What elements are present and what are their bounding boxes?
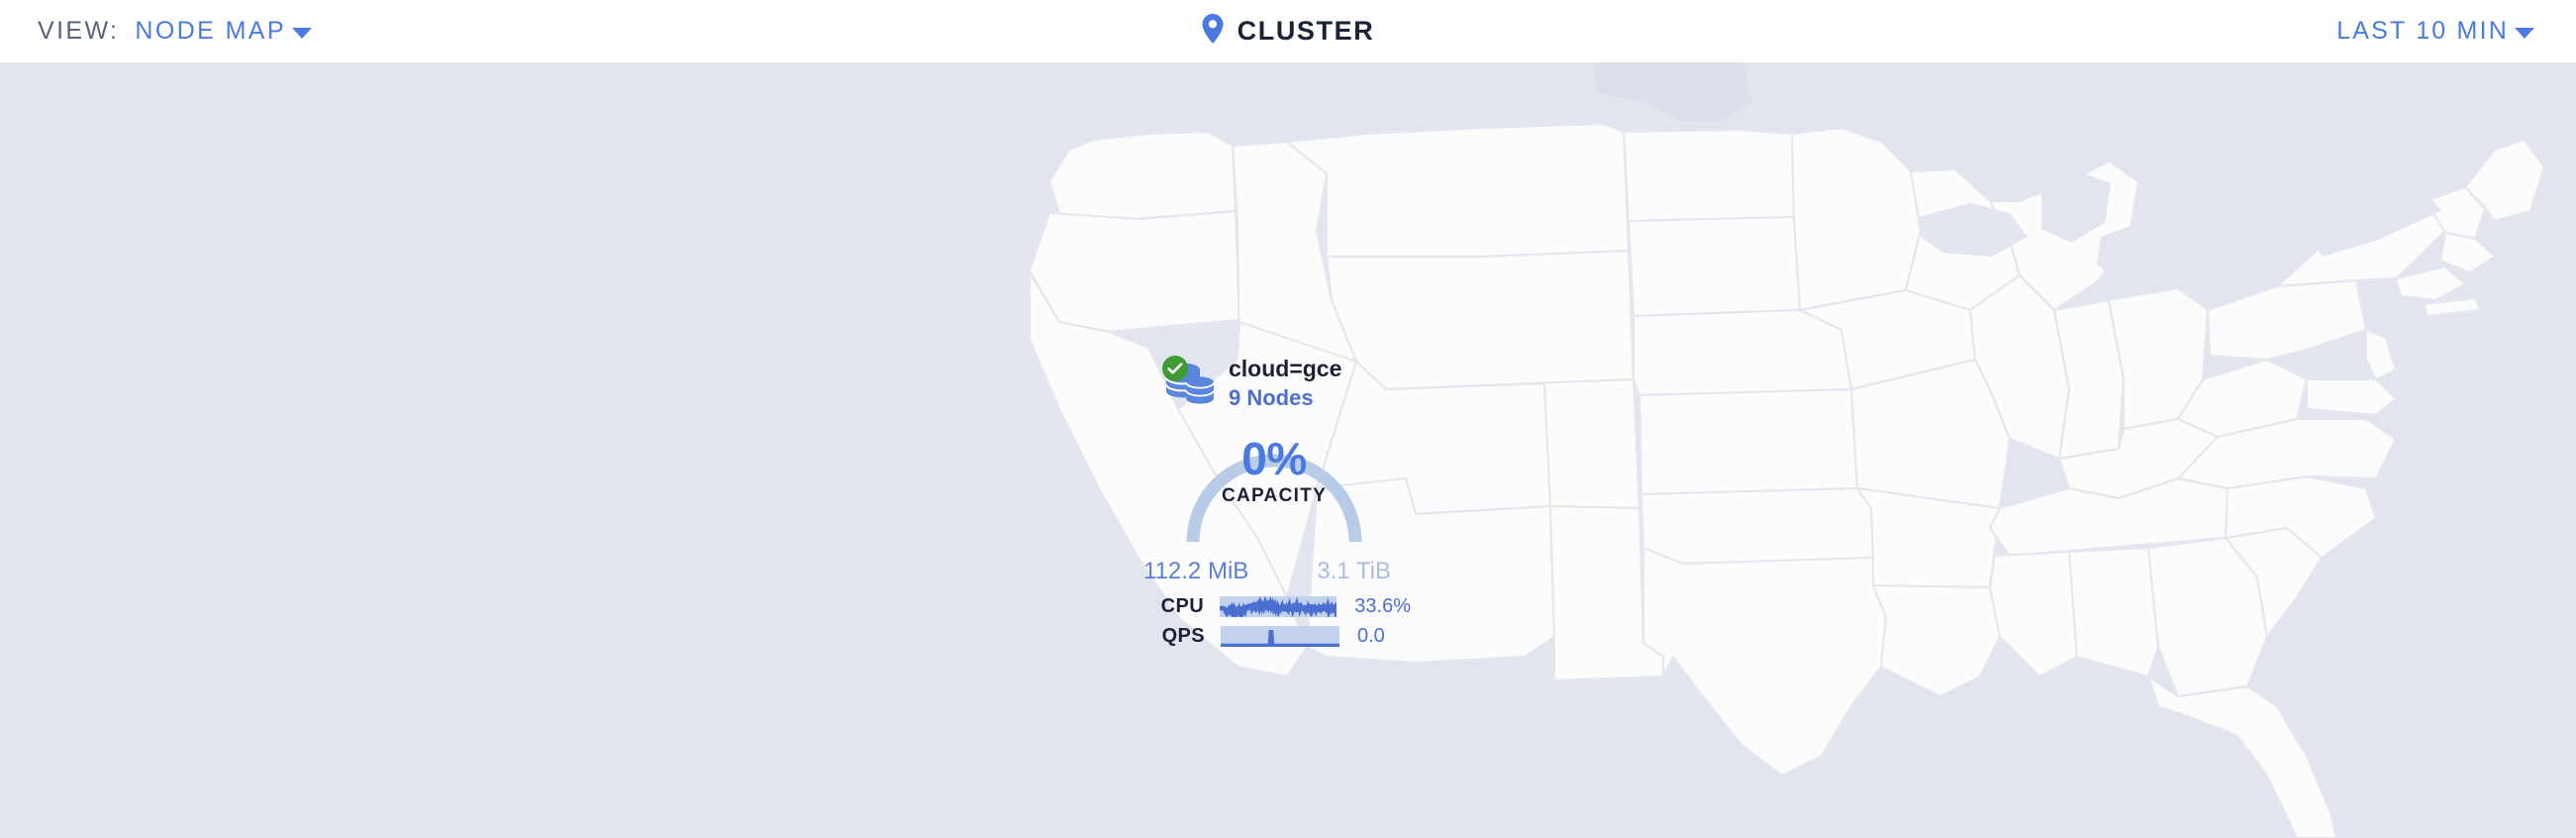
time-range-value: LAST 10 MIN (2336, 17, 2509, 45)
united-states-map (1028, 62, 2546, 838)
node-map-canvas[interactable]: cloud=gce 9 Nodes 0% CAPACITY 112.2 MiB … (0, 62, 2576, 838)
capacity-caption: CAPACITY (1221, 485, 1328, 506)
top-header-bar: VIEW: NODE MAP CLUSTER LAST 10 MIN (0, 0, 2576, 62)
check-circle-icon (1162, 356, 1188, 381)
view-selector[interactable]: VIEW: NODE MAP (38, 17, 312, 46)
chevron-down-icon[interactable] (291, 28, 312, 39)
chevron-down-icon[interactable] (2515, 28, 2534, 39)
node-locality-widget[interactable]: cloud=gce 9 Nodes 0% CAPACITY 112.2 MiB … (1143, 342, 1470, 647)
metric-row[interactable]: CPU 33.6% (1143, 591, 1411, 621)
cpu-sparkline (1220, 595, 1338, 617)
page-title: CLUSTER (1237, 16, 1375, 46)
view-label: VIEW: (38, 17, 120, 45)
node-locality-labels: cloud=gce 9 Nodes (1229, 354, 1341, 412)
cluster-heading: CLUSTER (0, 14, 2576, 49)
node-locality-header[interactable]: cloud=gce 9 Nodes (1143, 342, 1470, 411)
locality-name: cloud=gce (1229, 356, 1342, 381)
metric-label-cpu: CPU (1160, 594, 1205, 617)
capacity-percent: 0% (1241, 433, 1307, 484)
time-range-selector[interactable]: LAST 10 MIN (2336, 17, 2534, 46)
metrics-list: CPU 33.6% QPS 0.0 (1143, 591, 1411, 651)
capacity-used-value: 112.2 MiB (1143, 558, 1249, 584)
view-dropdown[interactable]: NODE MAP (135, 17, 312, 46)
view-selected-value: NODE MAP (135, 17, 286, 45)
capacity-values-row: 112.2 MiB 3.1 TiB (1143, 558, 1391, 585)
capacity-gauge[interactable]: 0% CAPACITY (1171, 407, 1377, 542)
capacity-gauge-arc (1186, 454, 1362, 542)
metric-row[interactable]: QPS 0.0 (1143, 621, 1411, 651)
qps-sparkline (1221, 625, 1339, 647)
database-stack-icon[interactable] (1162, 356, 1218, 407)
map-canada-edge (1594, 62, 1752, 122)
capacity-total-value: 3.1 TiB (1317, 558, 1391, 584)
map-pin-icon (1202, 14, 1224, 49)
capacity-gauge-text: 0% CAPACITY (1171, 407, 1377, 508)
map-great-lakes (1919, 173, 2441, 286)
metric-label-qps: QPS (1161, 624, 1205, 647)
metric-value-qps: 0.0 (1357, 624, 1385, 647)
node-count-link[interactable]: 9 Nodes (1229, 385, 1314, 410)
map-land (1028, 122, 2546, 838)
metric-value-cpu: 33.6% (1354, 594, 1411, 617)
